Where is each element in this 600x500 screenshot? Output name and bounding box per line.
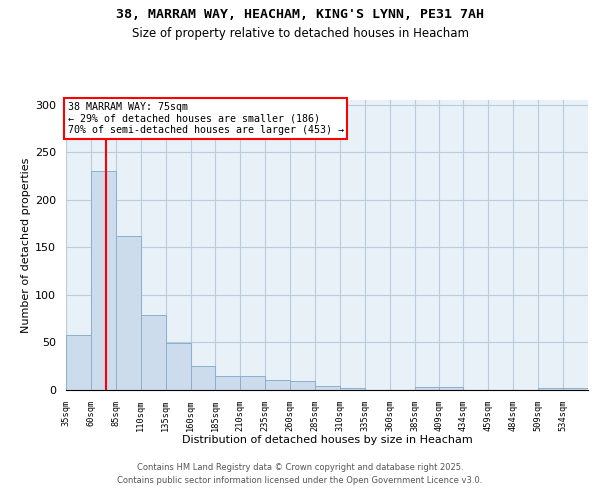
Text: Contains HM Land Registry data © Crown copyright and database right 2025.: Contains HM Land Registry data © Crown c…: [137, 464, 463, 472]
Y-axis label: Number of detached properties: Number of detached properties: [21, 158, 31, 332]
Bar: [315, 386, 340, 390]
Text: 38, MARRAM WAY, HEACHAM, KING'S LYNN, PE31 7AH: 38, MARRAM WAY, HEACHAM, KING'S LYNN, PE…: [116, 8, 484, 20]
Bar: [340, 388, 365, 390]
Text: Contains public sector information licensed under the Open Government Licence v3: Contains public sector information licen…: [118, 476, 482, 485]
Bar: [91, 172, 116, 390]
Bar: [439, 387, 463, 390]
Bar: [215, 376, 241, 390]
Bar: [166, 344, 191, 390]
Bar: [563, 388, 588, 390]
X-axis label: Distribution of detached houses by size in Heacham: Distribution of detached houses by size …: [182, 436, 472, 446]
Bar: [66, 335, 91, 390]
Bar: [538, 388, 563, 390]
Bar: [191, 366, 215, 390]
Bar: [241, 376, 265, 390]
Text: 38 MARRAM WAY: 75sqm
← 29% of detached houses are smaller (186)
70% of semi-deta: 38 MARRAM WAY: 75sqm ← 29% of detached h…: [68, 102, 344, 135]
Bar: [265, 380, 290, 390]
Bar: [116, 236, 141, 390]
Bar: [415, 387, 439, 390]
Bar: [290, 382, 315, 390]
Text: Size of property relative to detached houses in Heacham: Size of property relative to detached ho…: [131, 28, 469, 40]
Bar: [141, 315, 166, 390]
